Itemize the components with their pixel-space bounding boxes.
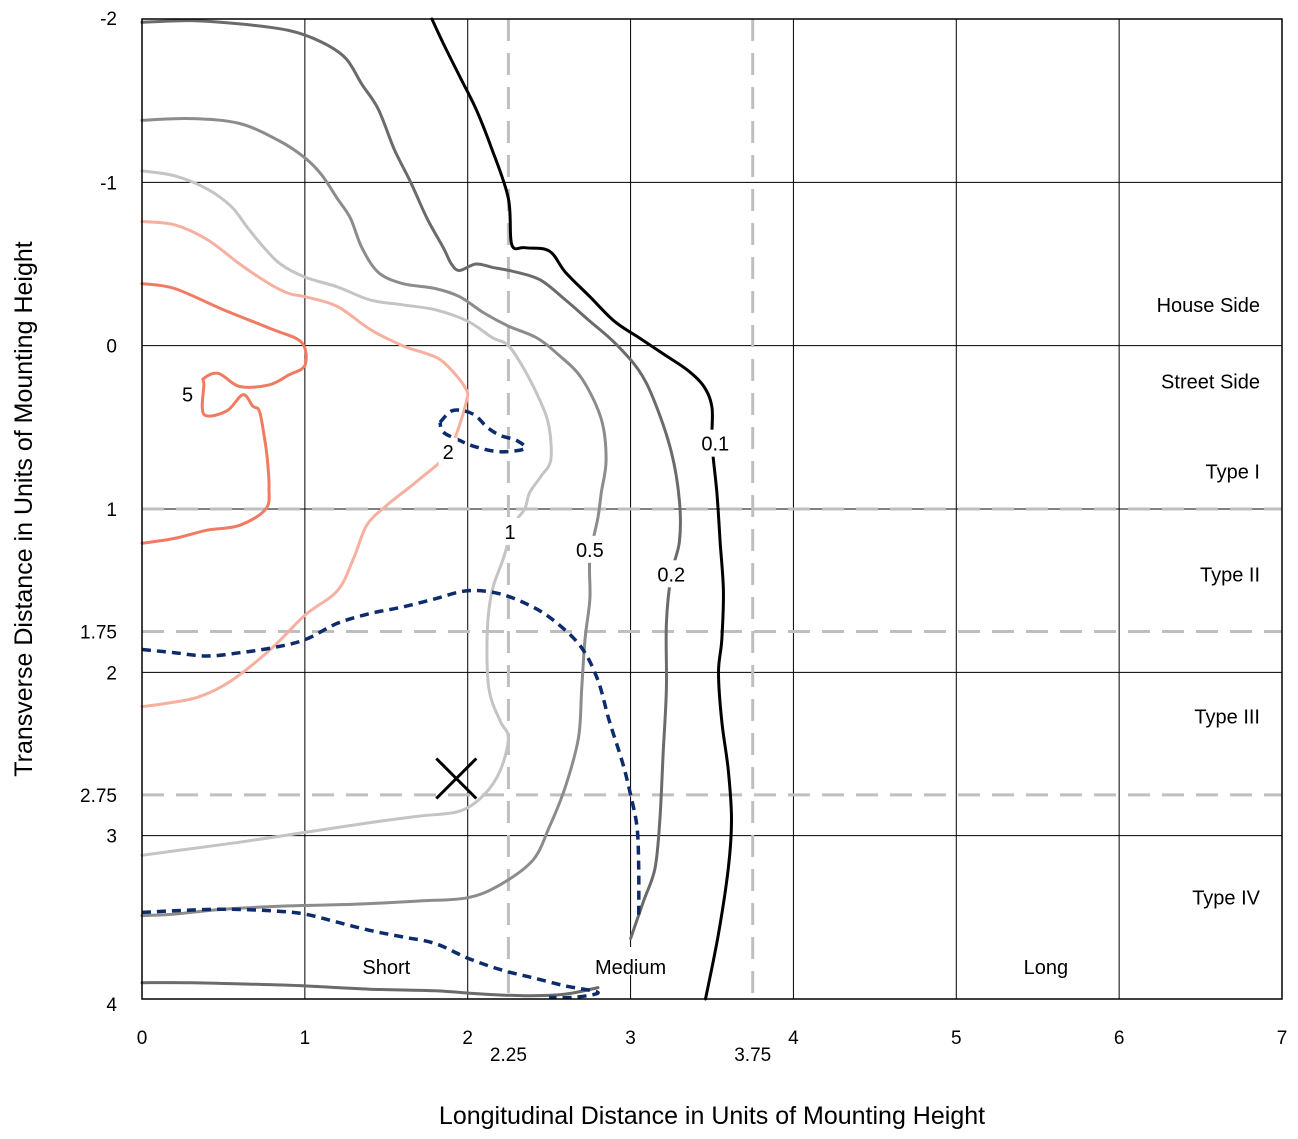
region-label-type-i: Type I xyxy=(1206,461,1260,483)
y-tick-4: 4 xyxy=(106,995,117,1016)
x-tick-labels: 0 1 2 3 4 5 6 7 2.25 3.75 xyxy=(137,1028,1288,1066)
marker-x-stroke-2 xyxy=(435,757,478,800)
contour-label-bg-2 xyxy=(438,437,458,465)
region-label-short: Short xyxy=(362,957,410,979)
contour-label-bg-0-1 xyxy=(694,429,736,457)
contour-label-0-5: 0.5 xyxy=(576,540,604,562)
region-label-bg-short xyxy=(351,947,421,975)
contour-lines xyxy=(140,17,733,1001)
x-tick-7: 7 xyxy=(1277,1028,1288,1049)
region-label-type-iv: Type IV xyxy=(1192,888,1260,910)
x-tick-3: 3 xyxy=(625,1028,636,1049)
luminaire-marker xyxy=(435,757,478,800)
contour-0-1 xyxy=(430,17,733,1001)
x-tick-1: 1 xyxy=(300,1028,311,1049)
region-label-street-side: Street Side xyxy=(1161,372,1260,394)
contour-label-bg-0-2 xyxy=(650,560,692,588)
x-tick-5: 5 xyxy=(951,1028,962,1049)
contour-dashed-7 xyxy=(438,408,528,454)
x-axis-title: Longitudinal Distance in Units of Mounti… xyxy=(439,1102,985,1130)
y-tick-2: -2 xyxy=(100,9,117,30)
contour-dashed-8 xyxy=(141,588,641,918)
contour-line-6 xyxy=(140,981,600,998)
y-axis-title: Transverse Distance in Units of Mounting… xyxy=(10,241,38,776)
x-tick-2: 2 xyxy=(462,1028,473,1049)
x-tick-2-25: 2.25 xyxy=(490,1045,527,1066)
region-label-house-side: House Side xyxy=(1157,295,1260,317)
contour-label-0-1: 0.1 xyxy=(701,434,729,456)
contour-label-bg-0-5 xyxy=(569,535,611,563)
region-label-long: Long xyxy=(1024,957,1069,979)
y-tick-1: 1 xyxy=(106,500,117,521)
contour-0-2 xyxy=(140,19,682,941)
x-tick-0: 0 xyxy=(137,1028,148,1049)
y-tick-labels: -2 -1 0 1 2 3 4 1.75 2.75 xyxy=(80,9,117,1016)
contour-label-2: 2 xyxy=(443,442,454,464)
contour-2 xyxy=(140,220,470,709)
contour-0-5 xyxy=(140,117,608,918)
y-tick-2-75: 2.75 xyxy=(80,786,117,807)
x-tick-3-75: 3.75 xyxy=(734,1045,771,1066)
contour-1 xyxy=(140,169,553,857)
region-label-bg-long xyxy=(1016,947,1075,975)
region-labels: House Side Street Side Type I Type II Type I… xyxy=(351,295,1261,979)
contour-labels: 5 2 1 0.5 0.2 0.1 xyxy=(178,380,736,588)
contour-dashed-9 xyxy=(141,907,600,1000)
contour-label-5: 5 xyxy=(182,385,193,407)
y-tick-2: 2 xyxy=(106,663,117,684)
contour-5 xyxy=(140,282,308,545)
region-label-bg-medium xyxy=(590,947,671,975)
y-tick-3: 3 xyxy=(106,827,117,848)
y-tick-1-75: 1.75 xyxy=(80,623,117,644)
contour-label-1: 1 xyxy=(504,522,515,544)
x-tick-6: 6 xyxy=(1114,1028,1125,1049)
reference-lines xyxy=(142,19,1282,999)
y-tick-1: -1 xyxy=(100,173,117,194)
y-tick-0: 0 xyxy=(106,337,117,358)
region-label-type-ii: Type II xyxy=(1200,564,1260,586)
contour-label-0-2: 0.2 xyxy=(657,564,685,586)
contour-label-bg-5 xyxy=(178,380,198,408)
plot-frame xyxy=(141,18,1283,1000)
contour-label-bg-1 xyxy=(500,517,520,545)
region-label-medium: Medium xyxy=(595,957,666,979)
x-tick-4: 4 xyxy=(788,1028,799,1049)
region-label-type-iii: Type III xyxy=(1194,706,1260,728)
